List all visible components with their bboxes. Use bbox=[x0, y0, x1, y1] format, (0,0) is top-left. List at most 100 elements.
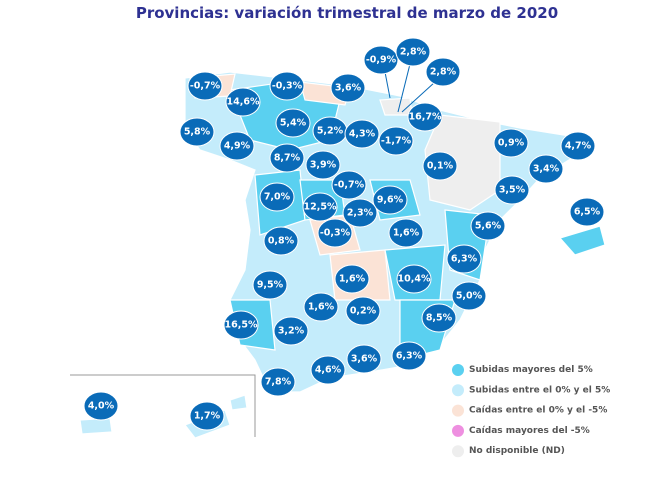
title: Provincias: variación trimestral de marz… bbox=[136, 4, 558, 22]
bubble-shape bbox=[470, 211, 506, 241]
bubble: 5,4% bbox=[275, 108, 311, 138]
bubble-label: 0,9% bbox=[498, 138, 525, 149]
bubble-shape bbox=[528, 154, 564, 184]
bubble-shape bbox=[187, 71, 223, 101]
bubble: 6,3% bbox=[446, 244, 482, 274]
bubble: 5,6% bbox=[470, 211, 506, 241]
bubble: 4,3% bbox=[344, 119, 380, 149]
bubble-shape bbox=[310, 355, 346, 385]
bubble-label: -0,7% bbox=[190, 81, 221, 92]
bubble-shape bbox=[422, 151, 458, 181]
leader-lines bbox=[384, 63, 436, 113]
bubble-label: 8,7% bbox=[274, 153, 301, 164]
bubble-shape bbox=[421, 303, 457, 333]
bubble-shape bbox=[346, 344, 382, 374]
bubble: 6,5% bbox=[569, 197, 605, 227]
bubble: 4,7% bbox=[560, 131, 596, 161]
bubble-shape bbox=[388, 218, 424, 248]
bubble-shape bbox=[302, 192, 338, 222]
legend-label: Subidas mayores del 5% bbox=[469, 365, 593, 375]
bubble-shape bbox=[223, 310, 259, 340]
bubble-label: 0,2% bbox=[350, 306, 377, 317]
bubble-shape bbox=[425, 57, 461, 87]
bubble-label: 7,8% bbox=[265, 377, 292, 388]
bubble: -0,3% bbox=[317, 218, 353, 248]
bubble-label: 6,3% bbox=[396, 351, 423, 362]
bubble-shape bbox=[493, 128, 529, 158]
bubble-label: 3,6% bbox=[335, 83, 362, 94]
bubble: 0,8% bbox=[263, 226, 299, 256]
legend-swatch bbox=[452, 404, 464, 417]
bubble-label: 5,4% bbox=[280, 118, 307, 129]
bubble-label: 5,6% bbox=[475, 221, 502, 232]
legend-label: Subidas entre el 0% y el 5% bbox=[469, 385, 610, 395]
bubble: 12,5% bbox=[302, 192, 338, 222]
bubble: 2,8% bbox=[425, 57, 461, 87]
bubble-label: 1,7% bbox=[194, 411, 221, 422]
bubble: 3,6% bbox=[330, 73, 366, 103]
bubble: 0,2% bbox=[345, 296, 381, 326]
bubble-label: 3,6% bbox=[351, 354, 378, 365]
bubble: 3,5% bbox=[494, 175, 530, 205]
bubble-label: 10,4% bbox=[398, 274, 431, 285]
bubble-shape bbox=[303, 292, 339, 322]
bubble-shape bbox=[179, 117, 215, 147]
bubble: 9,6% bbox=[372, 185, 408, 215]
bubble-shape bbox=[560, 131, 596, 161]
legend-label: No disponible (ND) bbox=[469, 446, 565, 456]
bubble: 5,8% bbox=[179, 117, 215, 147]
bubble-shape bbox=[317, 218, 353, 248]
bubble-label: 4,9% bbox=[224, 141, 251, 152]
bubble-label: 3,2% bbox=[278, 326, 305, 337]
bubble-shape bbox=[331, 170, 367, 200]
bubble-shape bbox=[273, 316, 309, 346]
bubble: 16,7% bbox=[407, 102, 443, 132]
bubble-shape bbox=[83, 391, 119, 421]
bubble-label: 0,8% bbox=[268, 236, 295, 247]
bubble-label: 6,3% bbox=[451, 254, 478, 265]
bubble-label: 0,1% bbox=[427, 161, 454, 172]
bubble-shape bbox=[446, 244, 482, 274]
bubble: -0,7% bbox=[331, 170, 367, 200]
bubble-label: 6,5% bbox=[574, 207, 601, 218]
bubble: 1,7% bbox=[189, 401, 225, 431]
bubble: 0,1% bbox=[422, 151, 458, 181]
bubble-shape bbox=[189, 401, 225, 431]
bubble-label: 3,5% bbox=[499, 185, 526, 196]
legend-label: Caídas entre el 0% y el -5% bbox=[469, 406, 607, 416]
bubble-shape bbox=[569, 197, 605, 227]
bubble-label: 7,0% bbox=[264, 192, 291, 203]
legend-swatch bbox=[452, 424, 464, 437]
bubble-shape bbox=[260, 367, 296, 397]
bubble: 0,9% bbox=[493, 128, 529, 158]
bubble: 8,7% bbox=[269, 143, 305, 173]
bubble: 1,6% bbox=[388, 218, 424, 248]
bubble-shape bbox=[451, 281, 487, 311]
bubble-shape bbox=[345, 296, 381, 326]
bubble-label: 12,5% bbox=[304, 202, 337, 213]
bubble: 8,5% bbox=[421, 303, 457, 333]
legend: Subidas mayores del 5% Subidas entre el 0… bbox=[452, 364, 610, 458]
bubbles: -0,7%14,6%-0,3% 3,6%-0,9%2,8%2,8%5,8%4,9%… bbox=[83, 37, 605, 431]
bubble: 7,8% bbox=[260, 367, 296, 397]
bubble-shape bbox=[225, 87, 261, 117]
legend-swatch bbox=[452, 384, 464, 397]
bubble: 1,6% bbox=[303, 292, 339, 322]
legend-label: Caídas mayores del -5% bbox=[469, 426, 590, 436]
bubble: 9,5% bbox=[252, 270, 288, 300]
bubble-label: 2,8% bbox=[430, 67, 457, 78]
bubble: 4,9% bbox=[219, 131, 255, 161]
bubble-shape bbox=[363, 45, 399, 75]
bubble: 2,3% bbox=[342, 198, 378, 228]
bubble-label: 4,0% bbox=[88, 401, 115, 412]
bubble-label: -0,3% bbox=[320, 228, 351, 239]
bubble-shape bbox=[342, 198, 378, 228]
bubble-shape bbox=[391, 341, 427, 371]
bubble-label: 2,8% bbox=[400, 47, 427, 58]
bubble: -0,9% bbox=[363, 45, 399, 75]
bubble-label: 5,8% bbox=[184, 127, 211, 138]
legend-swatch bbox=[452, 364, 464, 376]
bubble: -0,7% bbox=[187, 71, 223, 101]
bubble-label: -0,7% bbox=[334, 180, 365, 191]
